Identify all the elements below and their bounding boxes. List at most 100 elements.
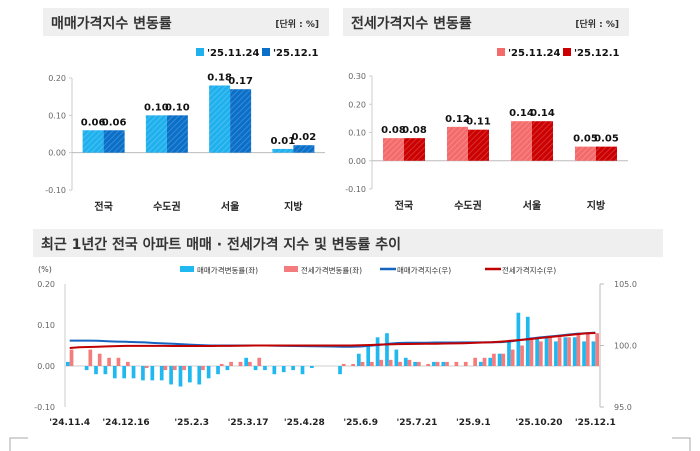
jeonse-change-bar bbox=[538, 341, 543, 366]
y2-tick-label: 95.0 bbox=[614, 403, 632, 412]
jeonse-change-bar bbox=[388, 359, 393, 366]
jeonse-change-bar bbox=[163, 366, 168, 371]
x-category-label: 지방 bbox=[587, 199, 606, 212]
x-tick-label: '25.9.1 bbox=[456, 418, 491, 428]
y-tick-label: 0.20 bbox=[48, 74, 66, 83]
sale-change-bar bbox=[272, 366, 277, 375]
y2-tick-label: 100.0 bbox=[614, 342, 637, 351]
jeonse-change-bar bbox=[492, 353, 496, 366]
bar-hatch bbox=[447, 126, 468, 161]
jeonse-change-bar bbox=[126, 361, 130, 366]
legend-label: '25.12.1 bbox=[574, 48, 619, 59]
legend-label: 매매가격변동률(좌) bbox=[197, 265, 258, 275]
jeonse-change-bar bbox=[341, 363, 346, 366]
jeonse-change-bar bbox=[567, 337, 571, 366]
jeonse-change-bar bbox=[548, 337, 553, 366]
jeonse-change-bar bbox=[576, 333, 581, 366]
x-category-label: 서울 bbox=[221, 200, 239, 213]
jeonse-change-bar bbox=[463, 361, 468, 366]
bar-hatch bbox=[145, 115, 167, 153]
sale-change-bar bbox=[131, 366, 136, 379]
jeonse-change-bar bbox=[501, 353, 506, 366]
data-label: 0.10 bbox=[165, 102, 190, 113]
data-label: 0.17 bbox=[228, 76, 253, 87]
data-label: 0.14 bbox=[509, 108, 534, 119]
sale-change-bar bbox=[310, 366, 314, 369]
sale-change-bar bbox=[591, 341, 596, 366]
x-category-label: 수도권 bbox=[454, 200, 482, 212]
sale-change-bar bbox=[338, 366, 342, 375]
jeonse-change-bar bbox=[360, 361, 365, 366]
legend-swatch bbox=[497, 48, 505, 56]
jeonse-change-bar bbox=[257, 357, 262, 366]
sale-change-bar bbox=[366, 345, 371, 366]
x-tick-label: '24.12.16 bbox=[102, 418, 149, 428]
sale-change-bar bbox=[103, 366, 108, 375]
jeonse-change-bar bbox=[219, 363, 224, 366]
data-label: 0.12 bbox=[445, 114, 470, 125]
legend-label: 전세가격변동률(좌) bbox=[301, 265, 362, 275]
sale-change-bar bbox=[385, 333, 389, 366]
sale-change-bar bbox=[225, 366, 230, 371]
x-tick-label: '25.12.1 bbox=[575, 418, 616, 428]
bar-hatch bbox=[383, 138, 404, 161]
data-label: 0.11 bbox=[466, 117, 491, 128]
sale-change-bar bbox=[66, 361, 70, 366]
jeonse-panel-title: 전세가격지수 변동률 bbox=[351, 16, 472, 32]
x-tick-label: '25.4.28 bbox=[284, 418, 325, 428]
data-label: 0.05 bbox=[594, 134, 619, 145]
jeonse-change-bar bbox=[172, 366, 177, 371]
sale-panel-title: 매매가격지수 변동률 bbox=[51, 16, 172, 32]
bar-hatch bbox=[468, 129, 489, 161]
sale-change-bar bbox=[478, 361, 483, 366]
jeonse-change-bar bbox=[426, 363, 431, 366]
sale-change-bar bbox=[432, 361, 436, 366]
legend-swatch bbox=[180, 266, 194, 272]
x-tick-label: '25.7.21 bbox=[397, 418, 438, 428]
sale-change-bar bbox=[375, 337, 380, 366]
sale-change-bar bbox=[394, 349, 399, 366]
trend-panel-title: 최근 1년간 전국 아파트 매매 · 전세가격 지수 및 변동률 추이 bbox=[41, 237, 402, 253]
x-category-label: 전국 bbox=[94, 200, 112, 213]
sale-change-bar bbox=[497, 353, 502, 366]
sale-change-bar bbox=[216, 366, 220, 375]
sale-change-bar bbox=[206, 366, 211, 379]
jeonse-change-bar bbox=[435, 361, 440, 366]
x-category-label: 전국 bbox=[395, 199, 413, 212]
sale-change-bar bbox=[441, 361, 446, 366]
sale-change-bar bbox=[188, 366, 192, 383]
y-tick-label: 0.00 bbox=[37, 362, 55, 371]
data-label: 0.18 bbox=[207, 72, 232, 83]
sale-change-bar bbox=[94, 366, 98, 375]
y-tick-label: 0.10 bbox=[348, 129, 366, 138]
sale-change-bar bbox=[507, 341, 511, 366]
jeonse-change-bar bbox=[116, 357, 121, 366]
data-label: 0.08 bbox=[402, 125, 427, 136]
sale-change-bar bbox=[525, 316, 530, 366]
bar-hatch bbox=[272, 148, 294, 153]
bar-hatch bbox=[404, 138, 425, 161]
y-tick-label: 0.20 bbox=[348, 100, 366, 109]
sale-change-bar bbox=[572, 337, 577, 366]
jeonse-change-bar bbox=[520, 345, 524, 366]
data-label: 0.01 bbox=[271, 136, 296, 147]
jeonse-change-bar bbox=[482, 357, 487, 366]
bar-hatch bbox=[511, 121, 532, 161]
jeonse-change-bar bbox=[88, 349, 93, 366]
jeonse-change-bar bbox=[473, 357, 477, 366]
jeonse-change-bar bbox=[454, 361, 459, 366]
jeonse-change-bar bbox=[97, 353, 102, 366]
sale-change-bar bbox=[253, 366, 258, 371]
jeonse-index-line bbox=[69, 332, 596, 349]
jeonse-change-bar bbox=[201, 366, 205, 371]
sale-change-bar bbox=[563, 337, 568, 366]
y-tick-label: 0.00 bbox=[48, 149, 66, 158]
x-tick-label: '25.2.3 bbox=[174, 418, 209, 428]
legend-swatch bbox=[563, 48, 571, 56]
legend-label: 매매가격지수(우) bbox=[397, 265, 451, 275]
y-tick-label: 0.10 bbox=[48, 111, 66, 120]
y-tick-label: -0.10 bbox=[34, 403, 55, 412]
y-tick-label: 0.30 bbox=[348, 72, 366, 81]
sale-change-bar bbox=[281, 366, 286, 373]
